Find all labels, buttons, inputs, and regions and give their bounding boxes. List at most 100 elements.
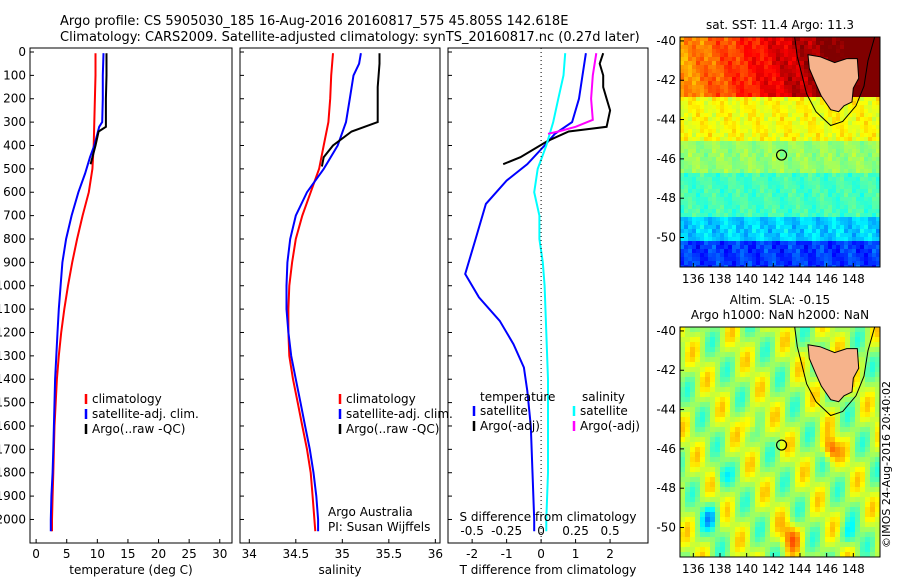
heatmap-cell [710,412,716,418]
heatmap-cell [872,245,877,250]
heatmap-cell [850,452,856,458]
heatmap-cell [760,482,766,488]
heatmap-cell [690,552,696,557]
heatmap-cell [745,482,751,488]
heatmap-cell [795,502,801,508]
heatmap-cell [840,133,845,138]
heatmap-cell [680,382,686,388]
heatmap-cell [750,502,756,508]
heatmap-cell [868,169,873,174]
heatmap-cell [750,512,756,518]
heatmap-cell [700,81,705,86]
heatmap-cell [744,237,749,242]
heatmap-cell [785,497,791,503]
heatmap-cell [680,332,686,338]
heatmap-cell [815,377,821,383]
heatmap-cell [855,387,861,393]
heatmap-cell [795,507,801,513]
heatmap-cell [836,145,841,150]
heatmap-cell [784,121,789,126]
heatmap-cell [692,261,697,266]
heatmap-cell [708,149,713,154]
heatmap-cell [808,109,813,114]
heatmap-cell [790,482,796,488]
heatmap-cell [864,241,869,246]
heatmap-cell [804,185,809,190]
heatmap-cell [816,125,821,130]
heatmap-cell [728,85,733,90]
heatmap-cell [805,552,811,557]
heatmap-cell [876,37,880,42]
heatmap-cell [805,402,811,408]
heatmap-cell [710,447,716,453]
heatmap-cell [745,392,751,398]
heatmap-cell [730,502,736,508]
heatmap-cell [804,265,809,267]
heatmap-cell [685,512,691,518]
heatmap-cell [840,472,846,478]
heatmap-cell [704,61,709,66]
heatmap-cell [710,457,716,463]
heatmap-cell [680,337,686,343]
heatmap-cell [856,89,861,94]
heatmap-cell [688,193,693,198]
heatmap-cell [745,442,751,448]
heatmap-cell [765,512,771,518]
heatmap-cell [840,467,846,473]
heatmap-cell [720,402,726,408]
heatmap-cell [830,552,836,557]
heatmap-cell [712,265,717,267]
heatmap-cell [720,213,725,218]
s-axis-label: S difference from climatology [460,510,637,524]
heatmap-cell [724,253,729,258]
heatmap-cell [680,467,686,473]
heatmap-cell [768,253,773,258]
heatmap-cell [725,437,731,443]
heatmap-cell [840,137,845,142]
heatmap-cell [860,181,865,186]
heatmap-cell [684,265,689,267]
heatmap-cell [745,402,751,408]
heatmap-cell [755,417,761,423]
heatmap-cell [700,137,705,142]
heatmap-cell [796,77,801,82]
heatmap-cell [872,45,877,50]
heatmap-cell [760,447,766,453]
heatmap-cell [775,462,781,468]
heatmap-cell [812,217,817,222]
heatmap-cell [685,407,691,413]
heatmap-cell [835,402,841,408]
heatmap-cell [710,432,716,438]
heatmap-cell [784,117,789,122]
heatmap-cell [835,542,841,548]
heatmap-cell [796,133,801,138]
heatmap-cell [812,105,817,110]
heatmap-cell [732,165,737,170]
heatmap-cell [684,205,689,210]
heatmap-cell [720,502,726,508]
heatmap-cell [745,422,751,428]
heatmap-cell [810,442,816,448]
heatmap-cell [836,205,841,210]
heatmap-cell [680,189,685,194]
heatmap-cell [870,422,876,428]
heatmap-cell [856,177,861,182]
heatmap-cell [800,412,806,418]
heatmap-cell [788,81,793,86]
heatmap-cell [724,53,729,58]
heatmap-cell [832,241,837,246]
heatmap-cell [848,225,853,230]
heatmap-cell [715,407,721,413]
heatmap-cell [796,201,801,206]
heatmap-cell [856,217,861,222]
heatmap-cell [680,442,686,448]
heatmap-cell [875,362,880,368]
heatmap-cell [876,261,880,266]
heatmap-cell [868,225,873,230]
heatmap-cell [720,61,725,66]
lon-tick-label: 148 [842,562,865,576]
heatmap-cell [748,89,753,94]
heatmap-cell [736,141,741,146]
heatmap-cell [715,327,721,333]
heatmap-cell [715,502,721,508]
